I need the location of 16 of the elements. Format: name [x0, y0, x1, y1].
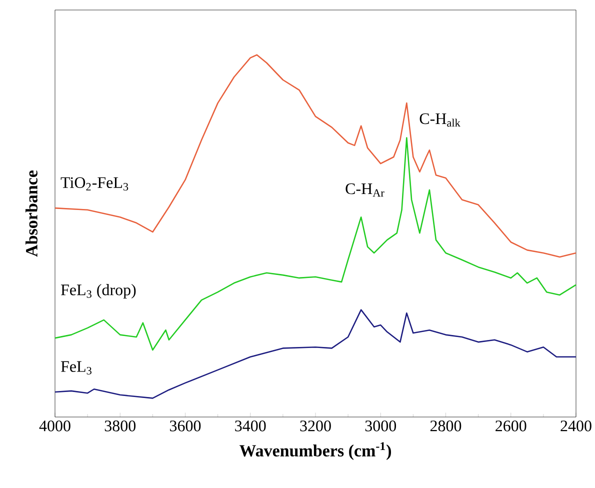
x-tick-label: 2600	[496, 420, 526, 432]
annotation: C-H$_{alk}$	[420, 113, 460, 127]
x-tick-label: 4000	[39, 420, 70, 432]
x-axis-title: Wavenumbers (cm$^{-1}$)	[239, 442, 392, 460]
y-axis-title: Absorbance	[26, 170, 38, 257]
x-tick-label: 3400	[235, 420, 266, 432]
series-label: TiO$_{2}$-FeL$_{3}$	[60, 177, 128, 191]
x-tick-label: 3200	[300, 420, 331, 432]
x-tick-label: 3600	[170, 420, 201, 432]
series-label: FeL$_{3}$ (drop)	[60, 284, 136, 299]
annotation: C-H$_{Ar}$	[346, 183, 384, 197]
x-tick-label: 2800	[430, 420, 462, 432]
series-label: FeL$_{3}$	[60, 361, 92, 374]
x-tick-label: 3800	[104, 420, 136, 432]
x-tick-label: 3000	[365, 420, 396, 432]
x-tick-label: 2400	[560, 420, 592, 432]
